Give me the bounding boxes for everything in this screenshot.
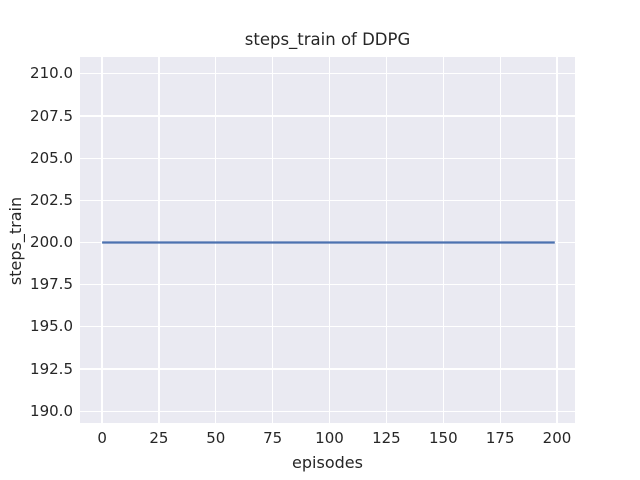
x-gridline (158, 57, 160, 423)
y-tick-label: 205.0 (30, 148, 73, 167)
x-tick-label: 100 (315, 429, 344, 447)
x-gridline (272, 57, 274, 423)
x-gridline (215, 57, 217, 423)
y-tick-label: 202.5 (30, 190, 73, 209)
y-axis-label: steps_train (6, 196, 25, 286)
y-tick-label: 210.0 (30, 64, 73, 83)
y-tick-label: 200.0 (30, 233, 73, 251)
x-gridline (101, 57, 103, 423)
x-tick-label: 175 (485, 429, 515, 447)
x-gridline (499, 57, 501, 423)
y-gridline (80, 326, 575, 328)
x-tick-label: 50 (206, 429, 226, 447)
y-gridline (80, 199, 575, 201)
y-tick-label: 192.5 (30, 359, 73, 378)
x-tick-label: 150 (428, 429, 458, 447)
y-gridline (80, 157, 575, 159)
y-tick-label: 190.0 (30, 401, 73, 420)
x-tick-label: 75 (263, 429, 283, 447)
x-tick-label: 125 (372, 429, 401, 447)
x-gridline (556, 57, 558, 423)
plot-area (80, 57, 575, 423)
y-gridline (80, 284, 575, 286)
x-tick-label: 0 (97, 429, 107, 447)
x-gridline (385, 57, 388, 423)
chart-title: steps_train of DDPG (244, 30, 411, 49)
x-tick-label: 25 (149, 429, 169, 447)
y-gridline (80, 73, 575, 75)
x-gridline (328, 57, 331, 423)
y-tick-label: 207.5 (30, 106, 73, 125)
y-tick-label: 197.5 (30, 275, 73, 294)
y-gridline (80, 368, 575, 370)
y-tick-label: 195.0 (30, 317, 73, 336)
x-gridline (442, 57, 444, 423)
series-layer (102, 241, 555, 244)
y-gridline (80, 115, 575, 117)
x-tick-label: 200 (542, 429, 572, 447)
x-axis-label: episodes (292, 453, 363, 472)
y-gridline (80, 410, 575, 412)
